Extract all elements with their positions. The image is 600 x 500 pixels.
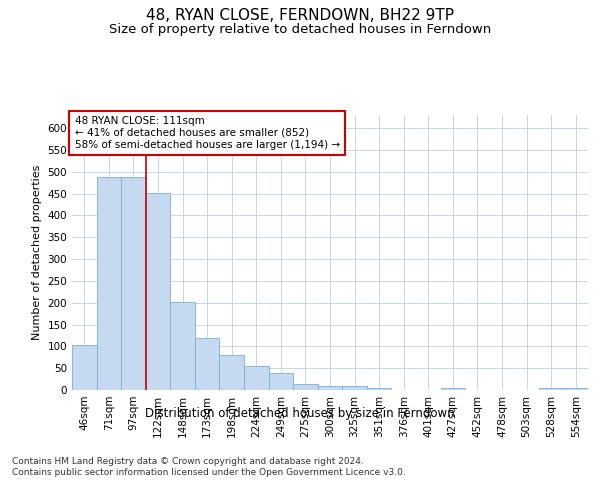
Bar	[72, 344, 97, 390]
Bar	[244, 366, 269, 390]
Bar	[293, 384, 318, 390]
Bar	[318, 386, 342, 390]
Bar	[146, 192, 170, 390]
Text: Size of property relative to detached houses in Ferndown: Size of property relative to detached ho…	[109, 22, 491, 36]
Bar	[440, 388, 465, 390]
Bar	[269, 373, 293, 390]
Bar	[195, 338, 220, 390]
Bar	[97, 178, 121, 390]
Bar	[121, 178, 146, 390]
Text: 48 RYAN CLOSE: 111sqm
← 41% of detached houses are smaller (852)
58% of semi-det: 48 RYAN CLOSE: 111sqm ← 41% of detached …	[74, 116, 340, 150]
Bar	[563, 388, 588, 390]
Bar	[342, 386, 367, 390]
Bar	[220, 354, 244, 390]
Bar	[170, 302, 195, 390]
Text: Distribution of detached houses by size in Ferndown: Distribution of detached houses by size …	[145, 408, 455, 420]
Text: 48, RYAN CLOSE, FERNDOWN, BH22 9TP: 48, RYAN CLOSE, FERNDOWN, BH22 9TP	[146, 8, 454, 22]
Text: Contains HM Land Registry data © Crown copyright and database right 2024.
Contai: Contains HM Land Registry data © Crown c…	[12, 458, 406, 477]
Bar	[539, 388, 563, 390]
Bar	[367, 388, 391, 390]
Y-axis label: Number of detached properties: Number of detached properties	[32, 165, 42, 340]
